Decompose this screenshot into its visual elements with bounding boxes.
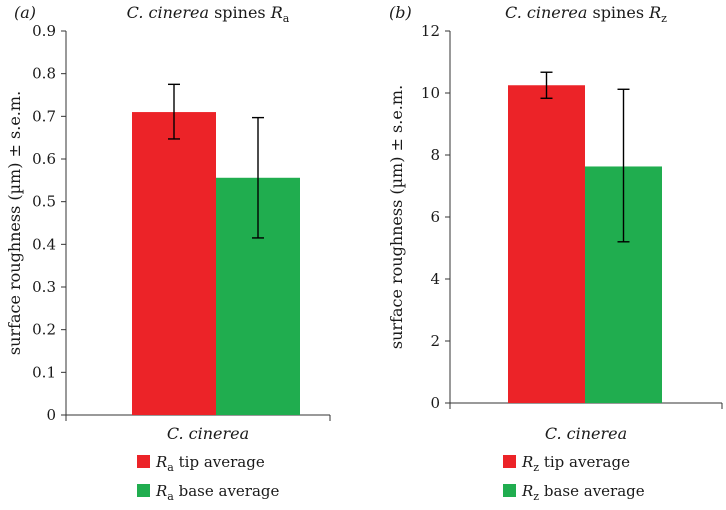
y-tick-label: 10	[421, 84, 440, 102]
bar-tip-average	[508, 85, 585, 403]
legend-label: Ra base average	[155, 482, 280, 503]
y-tick-label: 2	[430, 332, 440, 350]
y-tick-label: 0	[430, 394, 440, 412]
legend-swatch	[503, 484, 516, 497]
y-tick-label: 0.1	[32, 363, 56, 381]
y-tick-label: 0.2	[32, 321, 56, 339]
y-tick-label: 6	[430, 208, 440, 226]
y-axis-label: surface roughness (µm) ± s.e.m.	[387, 85, 406, 349]
x-category-label: C. cinerea	[167, 424, 249, 443]
panel-label: (b)	[389, 3, 412, 22]
legend-swatch	[503, 455, 516, 468]
y-tick-label: 0.4	[32, 235, 56, 253]
x-category-label: C. cinerea	[545, 424, 627, 443]
legend-label: Ra tip average	[155, 453, 265, 474]
y-tick-label: 0	[46, 406, 56, 424]
chart-title: C. cinerea spines Rz	[505, 3, 667, 25]
y-axis-label: surface roughness (µm) ± s.e.m.	[5, 91, 24, 355]
y-tick-label: 0.8	[32, 65, 56, 83]
y-tick-label: 4	[430, 270, 440, 288]
y-tick-label: 0.5	[32, 193, 56, 211]
y-tick-label: 12	[421, 22, 440, 40]
chart-panel-1: (a) C. cinerea spines Ra 0 0.1 0.2 0.3 0.4 0.5 0…	[5, 3, 331, 503]
panel-label: (a)	[14, 3, 36, 22]
legend-swatch	[137, 484, 150, 497]
legend-label: Rz base average	[521, 482, 645, 503]
y-tick-label: 0.9	[32, 22, 56, 40]
y-tick-label: 8	[430, 146, 440, 164]
chart-title: C. cinerea spines Ra	[127, 3, 290, 25]
chart-panel-2: (b) C. cinerea spines Rz 0 2 4 6 8 10 12 surface …	[387, 3, 723, 503]
y-tick-label: 0.7	[32, 107, 56, 125]
y-tick-label: 0.6	[32, 150, 56, 168]
legend-label: Rz tip average	[521, 453, 630, 474]
bar-tip-average	[132, 112, 216, 416]
y-tick-label: 0.3	[32, 278, 56, 296]
legend-swatch	[137, 455, 150, 468]
